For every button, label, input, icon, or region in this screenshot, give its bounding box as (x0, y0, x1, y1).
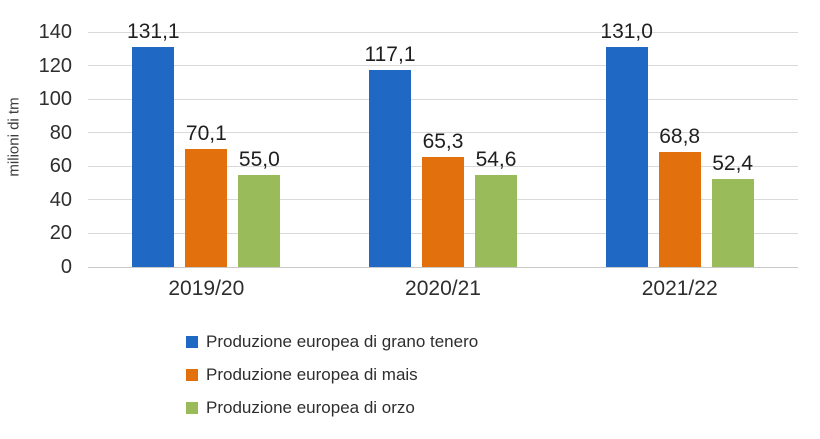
bar-value-label: 117,1 (364, 43, 416, 67)
y-tick-label: 60 (49, 155, 72, 178)
legend-label: Produzione europea di grano tenero (206, 332, 479, 351)
bar-value-label: 70,1 (185, 122, 227, 146)
bar-group-2019-20: 131,1 70,1 55,0 (88, 20, 325, 267)
legend-item: Produzione europea di mais (186, 363, 478, 387)
gridline (88, 65, 798, 67)
bar-value-label: 54,6 (475, 148, 517, 172)
y-tick-label: 140 (38, 21, 72, 43)
x-tick-label: 2021/22 (641, 277, 718, 300)
y-tick-label: 0 (60, 256, 72, 278)
bar: 131,0 (600, 20, 653, 267)
bar-value-label: 131,0 (600, 20, 653, 44)
gridline (88, 98, 798, 100)
bar: 65,3 (422, 130, 464, 267)
bar: 70,1 (185, 122, 228, 267)
bar: 68,8 (658, 125, 701, 267)
x-axis-baseline (88, 266, 798, 268)
bar: 52,4 (711, 152, 754, 267)
legend-color-swatch-icon (186, 402, 198, 414)
y-tick-label: 100 (38, 88, 72, 111)
y-tick-label: 20 (49, 222, 72, 245)
bar-group-2020-21: 117,1 65,3 54,6 (325, 32, 562, 267)
legend-color-swatch-icon (186, 369, 198, 381)
gridline (88, 31, 798, 33)
legend-label: Produzione europea di orzo (206, 398, 415, 417)
bar-group-2021-22: 131,0 68,8 52,4 (561, 20, 798, 267)
y-axis: 0 20 40 60 80 100 120 140 (0, 21, 72, 278)
legend-label: Produzione europea di mais (206, 365, 418, 384)
x-tick-label: 2020/21 (405, 277, 481, 300)
bar: 117,1 (365, 43, 416, 267)
gridline (88, 132, 798, 134)
x-tick-label: 2019/20 (168, 277, 245, 300)
bar-groups: 131,1 70,1 55,0 117,1 65,3 54,6 131,0 68,8 52,4 (88, 20, 798, 267)
plot-area: 131,1 70,1 55,0 117,1 65,3 54,6 131,0 68,8 52,4 (88, 20, 798, 268)
bar: 54,6 (475, 148, 517, 267)
bar-value-label: 131,1 (127, 19, 180, 43)
y-tick-label: 40 (49, 188, 72, 211)
legend-item: Produzione europea di grano tenero (186, 330, 478, 354)
bar-value-label: 52,4 (712, 152, 754, 175)
bar-value-label: 68,8 (659, 124, 701, 148)
x-axis: 2019/20 2020/21 2021/22 (88, 277, 798, 301)
bar: 131,1 (127, 20, 180, 267)
bar: 55,0 (238, 148, 281, 267)
y-tick-label: 120 (38, 54, 72, 77)
bar-value-label: 55,0 (238, 147, 280, 171)
y-tick-label: 80 (49, 121, 72, 144)
legend-color-swatch-icon (186, 336, 198, 348)
legend: Produzione europea di grano tenero Produz… (186, 330, 478, 429)
bar-value-label: 65,3 (422, 130, 464, 154)
legend-item: Produzione europea di orzo (186, 396, 478, 420)
